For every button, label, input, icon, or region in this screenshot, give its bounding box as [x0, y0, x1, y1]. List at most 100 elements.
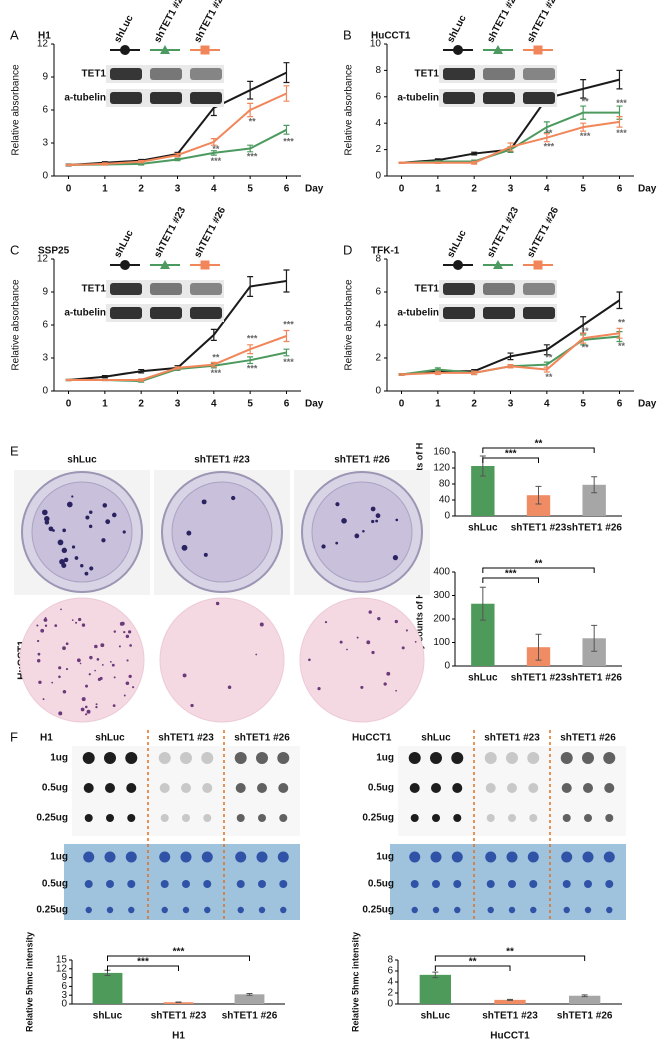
colony: [88, 524, 93, 529]
dose-label: 0.25ug: [362, 905, 394, 916]
y-axis-label: Relative absorbance: [11, 279, 22, 371]
y-tick-label: 8: [375, 65, 381, 76]
error-bar: [543, 121, 550, 134]
colony: [386, 671, 391, 676]
plate: [299, 597, 425, 723]
error-bar: [174, 152, 181, 158]
y-tick-label: 6: [61, 981, 67, 992]
dose-label: 1ug: [376, 852, 394, 863]
chart-title: HuCCT1: [371, 31, 411, 42]
error-bar: [247, 144, 254, 153]
cell-line-label: H1: [40, 733, 53, 744]
colony: [71, 495, 74, 498]
plate: [19, 597, 145, 723]
colony: [395, 518, 399, 522]
x-tick-label: 1: [435, 184, 441, 195]
significance-bracket: [482, 447, 595, 453]
error-bar: [283, 348, 290, 357]
colony: [38, 680, 42, 685]
colony: [132, 686, 135, 689]
error-bar: [580, 105, 587, 120]
stain-dot: [487, 906, 494, 914]
blot-label: a-tubelin: [64, 308, 106, 319]
error-bar: [507, 142, 514, 152]
colony: [392, 555, 399, 561]
error-bar: [616, 327, 623, 339]
error-bar: [210, 361, 217, 368]
annotation: ***: [247, 334, 258, 344]
x-tick-label: 3: [175, 399, 181, 410]
error-bar: [210, 328, 217, 341]
blot-dot: [529, 814, 538, 822]
y-tick-label: 40: [439, 495, 451, 506]
stain-dot: [128, 906, 135, 914]
y-tick-label: 12: [37, 254, 49, 265]
colony: [394, 619, 398, 624]
colony: [395, 689, 397, 692]
colony: [80, 564, 84, 568]
legend-label: shLuc: [445, 228, 469, 260]
colony: [54, 624, 58, 627]
stain-dot: [201, 851, 213, 863]
blot-band: [483, 92, 515, 104]
blot-dot: [201, 752, 214, 764]
y-tick-label: 4: [375, 118, 381, 129]
stain-dot: [605, 880, 614, 888]
y-tick-label: 0: [42, 386, 48, 397]
error-bar: [507, 998, 513, 1001]
error-bar: [434, 161, 441, 165]
blot-dot: [235, 783, 246, 793]
blot-dot: [583, 783, 593, 793]
y-tick-label: 9: [42, 72, 48, 83]
error-bar: [210, 150, 217, 156]
legend-marker: [120, 260, 130, 270]
stain-dot: [258, 880, 266, 888]
blot-dot: [561, 783, 572, 793]
colony: [94, 669, 96, 672]
stain-dot: [159, 851, 171, 863]
x-tick-label: shTET1 #23: [511, 673, 567, 684]
annotation: **: [582, 326, 590, 336]
blot-band: [110, 307, 142, 319]
x-tick-label: 2: [138, 399, 144, 410]
colony: [112, 704, 116, 708]
colony: [81, 623, 86, 627]
colony: [308, 658, 311, 662]
blot-dot: [484, 752, 497, 764]
colony: [401, 646, 405, 650]
error-bar: [283, 62, 290, 84]
blot-dot: [158, 752, 171, 764]
colony: [65, 642, 69, 646]
stain-dot: [561, 851, 573, 863]
colony: [62, 646, 66, 651]
blot-dot: [603, 752, 616, 764]
annotation: ***: [211, 156, 222, 166]
legend-label: shTET1 #26: [525, 0, 561, 45]
blot-band: [110, 283, 142, 295]
x-tick-label: shTET1 #23: [151, 1011, 207, 1022]
blot-band: [523, 68, 555, 80]
blot-dot: [203, 814, 212, 822]
y-axis-label: Relative 5hmc intensity: [350, 932, 360, 1032]
error-bar: [247, 102, 254, 118]
error-bar: [101, 375, 108, 379]
blot-dot: [104, 752, 116, 764]
dose-label: 0.25ug: [36, 813, 68, 824]
colony: [84, 705, 88, 709]
x-tick-label: 4: [544, 184, 550, 195]
y-axis-label: Colony counts of HuCCT1: [414, 563, 424, 675]
stain-dot: [454, 906, 461, 914]
colony: [85, 515, 90, 520]
legend-marker: [533, 260, 543, 270]
blot-dot: [452, 783, 463, 793]
x-tick-label: shLuc: [468, 673, 498, 684]
error-bar: [246, 992, 253, 996]
x-axis-label: H1: [172, 1031, 185, 1042]
x-tick-label: 4: [211, 184, 217, 195]
legend-marker: [453, 45, 463, 55]
significance-bracket: [482, 457, 539, 463]
colony: [129, 644, 132, 647]
error-bar: [283, 329, 290, 343]
column-label: shTET1 #26: [234, 733, 290, 744]
colony: [111, 512, 117, 518]
